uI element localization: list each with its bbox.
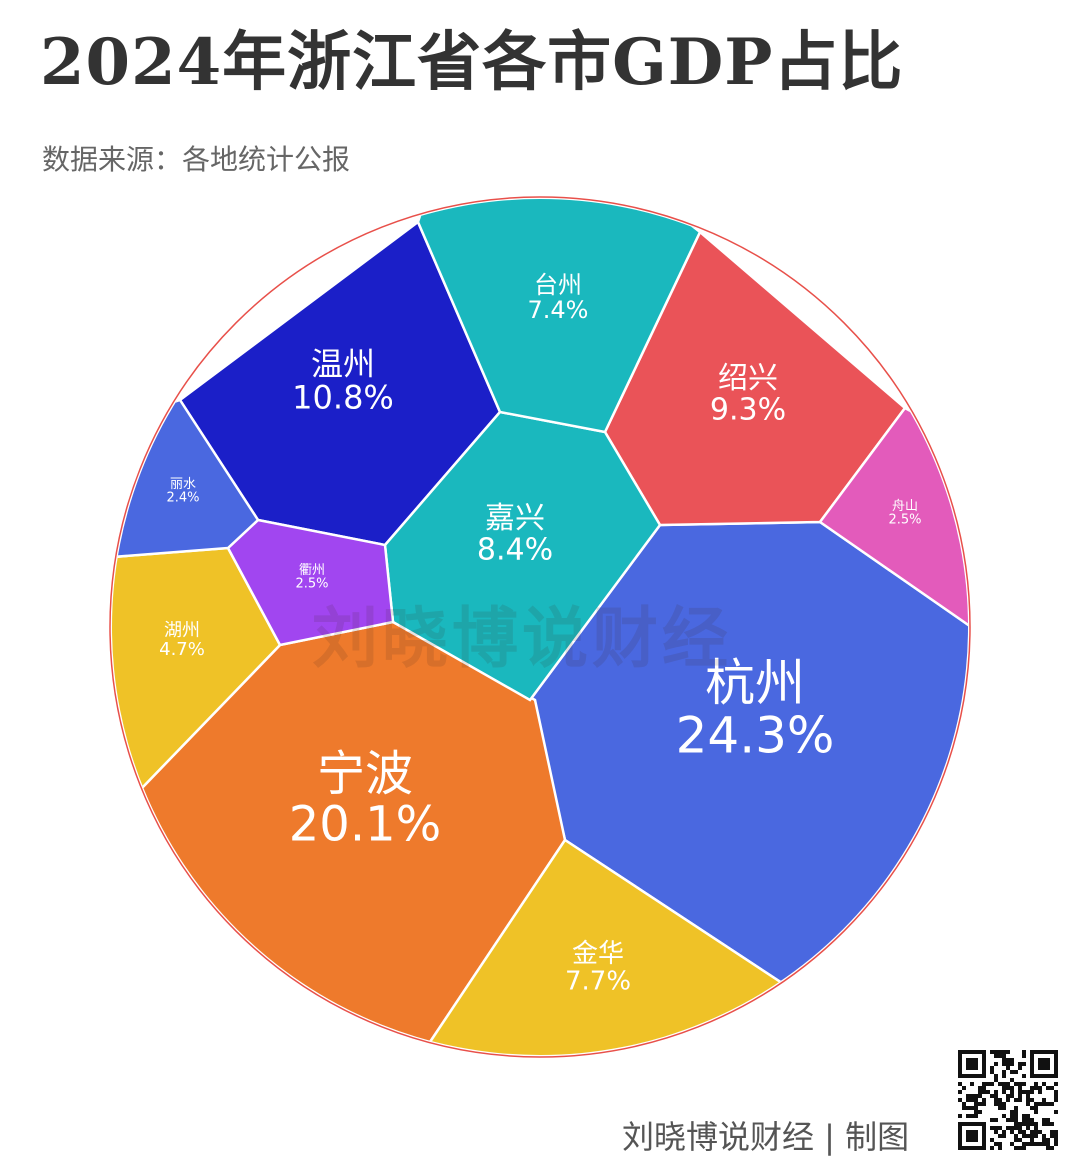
city-label: 台州 <box>534 271 582 299</box>
qr-code-icon <box>958 1050 1058 1150</box>
city-label: 绍兴 <box>718 361 778 396</box>
credit-text: 刘晓博说财经 | 制图 <box>622 1118 910 1156</box>
value-label: 9.3% <box>710 393 786 428</box>
city-label: 宁波 <box>317 746 413 802</box>
watermark: 刘晓博说财经 <box>312 600 732 677</box>
value-label: 7.4% <box>528 296 589 324</box>
value-label: 2.5% <box>888 513 921 528</box>
city-label: 湖州 <box>164 620 200 641</box>
city-label: 嘉兴 <box>485 501 545 536</box>
value-label: 24.3% <box>676 707 835 765</box>
page-title: 2024年浙江省各市GDP占比 <box>40 25 904 100</box>
value-label: 8.4% <box>477 533 553 568</box>
city-label: 衢州 <box>299 563 325 578</box>
data-source: 数据来源：各地统计公报 <box>42 143 351 176</box>
city-label: 舟山 <box>892 499 918 514</box>
value-label: 20.1% <box>289 796 441 852</box>
city-label: 温州 <box>311 345 375 383</box>
value-label: 4.7% <box>159 639 205 660</box>
value-label: 7.7% <box>565 966 631 996</box>
value-label: 10.8% <box>292 379 394 417</box>
city-label: 杭州 <box>705 654 805 712</box>
city-label: 金华 <box>572 939 624 969</box>
cell-台州 <box>416 199 702 434</box>
value-label: 2.4% <box>166 491 199 506</box>
value-label: 2.5% <box>295 577 328 592</box>
city-label: 丽水 <box>170 477 196 492</box>
